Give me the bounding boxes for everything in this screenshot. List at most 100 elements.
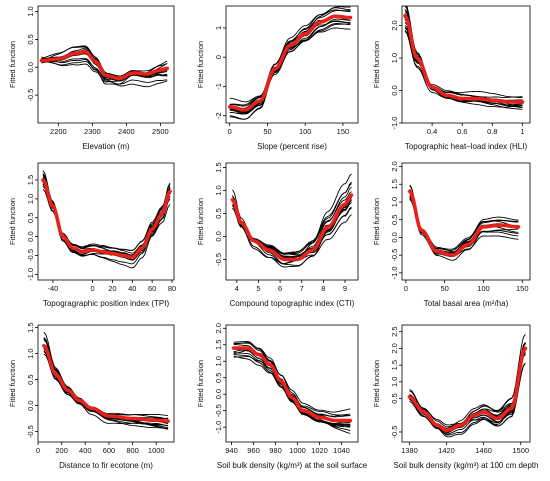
y-tick-label: 1.0 bbox=[390, 53, 399, 63]
x-tick-label: 1020 bbox=[311, 446, 328, 455]
y-tick-label: -0.5 bbox=[390, 426, 399, 439]
plot-frame bbox=[225, 5, 359, 124]
bootstrap-curve bbox=[229, 23, 351, 103]
bootstrap-curve bbox=[405, 6, 523, 106]
bootstrap-curve bbox=[229, 18, 351, 113]
y-tick-label: -0.5 bbox=[214, 253, 223, 266]
y-axis-label: Fitted function bbox=[8, 41, 17, 88]
panel-2: 0 50 100 150 -2 -1 0 1 Slope (percent rise) Fitte… bbox=[196, 5, 359, 151]
mean-curve bbox=[403, 14, 525, 104]
bootstrap-curve bbox=[41, 57, 168, 85]
y-tick-label: 0.5 bbox=[390, 215, 399, 225]
y-tick-label: 0.5 bbox=[26, 213, 35, 223]
y-tick-label: 0.0 bbox=[26, 400, 35, 410]
y-tick-label: 1.5 bbox=[390, 360, 399, 370]
x-tick-label: 0.8 bbox=[487, 127, 497, 136]
y-axis-label: Fitted function bbox=[196, 41, 205, 88]
panel-7: 0 200 400 600 800 1000 -0.5 0.0 0.5 1.0 1.5 Distanc… bbox=[8, 322, 175, 470]
bootstrap-curve bbox=[404, 18, 523, 99]
bootstrap-curve bbox=[404, 8, 523, 104]
bootstrap-curve bbox=[43, 337, 169, 420]
y-tick-label: 1.5 bbox=[214, 162, 223, 172]
y-tick-label: -1.0 bbox=[214, 421, 223, 434]
panel-5: 4 5 6 7 8 9 -0.5 0.0 0.5 1.0 1.5 Compound topograph… bbox=[196, 162, 359, 308]
bootstrap-curve bbox=[233, 356, 351, 422]
y-tick-label: -0.5 bbox=[214, 404, 223, 417]
bootstrap-curve bbox=[233, 341, 351, 418]
plot-frame bbox=[225, 324, 359, 443]
y-axis-label: Fitted function bbox=[372, 198, 381, 245]
x-tick-label: 400 bbox=[79, 446, 92, 455]
x-tick-label: 2200 bbox=[50, 127, 67, 136]
y-tick-label: 0 bbox=[214, 55, 223, 59]
bootstrap-curve bbox=[229, 16, 351, 113]
mean-curve bbox=[231, 346, 353, 423]
x-tick-label: 60 bbox=[148, 284, 156, 293]
x-tick-label: 1380 bbox=[401, 446, 418, 455]
y-tick-label: -1.0 bbox=[390, 117, 399, 130]
plot-frame bbox=[401, 324, 531, 443]
x-axis-label: Soil bulk density (kg/m³) at 100 cm dept… bbox=[394, 461, 539, 470]
y-axis-label: Fitted function bbox=[372, 41, 381, 88]
x-tick-label: 0 bbox=[228, 127, 232, 136]
x-tick-label: -40 bbox=[47, 284, 58, 293]
mean-curve bbox=[41, 178, 172, 260]
x-tick-label: 960 bbox=[247, 446, 260, 455]
panel-8: 940 960 980 1000 1020 1040 -1.0 -0.5 0.0 0.5 1.0 1.… bbox=[196, 323, 368, 470]
x-tick-label: 6 bbox=[278, 284, 282, 293]
x-tick-label: 1040 bbox=[333, 446, 350, 455]
panel-9: 1380 1420 1460 1500 -0.5 0.5 1.0 1.5 2.0 2.5 Soil … bbox=[372, 324, 539, 470]
y-tick-label: -1.0 bbox=[26, 268, 35, 281]
bootstrap-curve bbox=[406, 6, 523, 104]
mean-curve bbox=[408, 189, 521, 257]
plot-frame bbox=[401, 5, 531, 124]
x-tick-label: 600 bbox=[103, 446, 116, 455]
y-tick-label: 0.0 bbox=[26, 62, 35, 72]
y-tick-label: 0.5 bbox=[390, 393, 399, 403]
y-tick-label: 1 bbox=[214, 26, 223, 30]
mean-curve bbox=[230, 193, 354, 262]
y-axis-label: Fitted function bbox=[196, 360, 205, 407]
bootstrap-curve bbox=[404, 10, 523, 101]
y-tick-label: 0.5 bbox=[214, 208, 223, 218]
x-tick-label: 80 bbox=[168, 284, 176, 293]
x-tick-label: 40 bbox=[128, 284, 136, 293]
x-axis-label: Elevation (m) bbox=[82, 142, 129, 151]
x-axis-label: Topogragraphic position index (TPI) bbox=[43, 299, 170, 308]
y-axis-label: Fitted function bbox=[196, 198, 205, 245]
x-tick-label: 50 bbox=[440, 284, 448, 293]
bootstrap-curve bbox=[233, 349, 351, 413]
y-tick-label: -1.0 bbox=[390, 266, 399, 279]
bootstrap-curve bbox=[233, 348, 351, 417]
y-tick-label: 0.0 bbox=[214, 389, 223, 399]
x-tick-label: 0 bbox=[404, 284, 408, 293]
x-tick-label: 9 bbox=[343, 284, 347, 293]
bootstrap-curve bbox=[229, 20, 351, 114]
x-axis-label: Total basal area (m²/ha) bbox=[424, 299, 509, 308]
x-tick-label: 5 bbox=[256, 284, 260, 293]
x-tick-label: 1000 bbox=[289, 446, 306, 455]
y-tick-label: 0.0 bbox=[390, 232, 399, 242]
y-tick-label: 1.5 bbox=[26, 175, 35, 185]
y-tick-label: -0.5 bbox=[390, 249, 399, 262]
bootstrap-curve bbox=[229, 6, 351, 114]
x-tick-label: 1460 bbox=[475, 446, 492, 455]
y-tick-label: 0.0 bbox=[26, 231, 35, 241]
plot-frame bbox=[401, 162, 531, 281]
x-tick-label: 1000 bbox=[148, 446, 165, 455]
bootstrap-curve bbox=[42, 177, 171, 257]
bootstrap-curve bbox=[233, 348, 351, 423]
x-tick-label: 50 bbox=[263, 127, 271, 136]
x-tick-label: 7 bbox=[300, 284, 304, 293]
mean-curve bbox=[39, 49, 169, 81]
y-axis-label: Fitted function bbox=[372, 360, 381, 407]
bootstrap-curve bbox=[229, 16, 351, 115]
x-axis-label: Slope (percent rise) bbox=[257, 142, 327, 151]
x-tick-label: 100 bbox=[299, 127, 312, 136]
bootstrap-curve bbox=[232, 195, 352, 266]
bootstrap-curve bbox=[229, 14, 351, 111]
bootstrap-curve bbox=[232, 200, 352, 256]
x-tick-label: 1500 bbox=[512, 446, 529, 455]
y-tick-label: 1.5 bbox=[390, 179, 399, 189]
plot-frame bbox=[37, 324, 175, 443]
